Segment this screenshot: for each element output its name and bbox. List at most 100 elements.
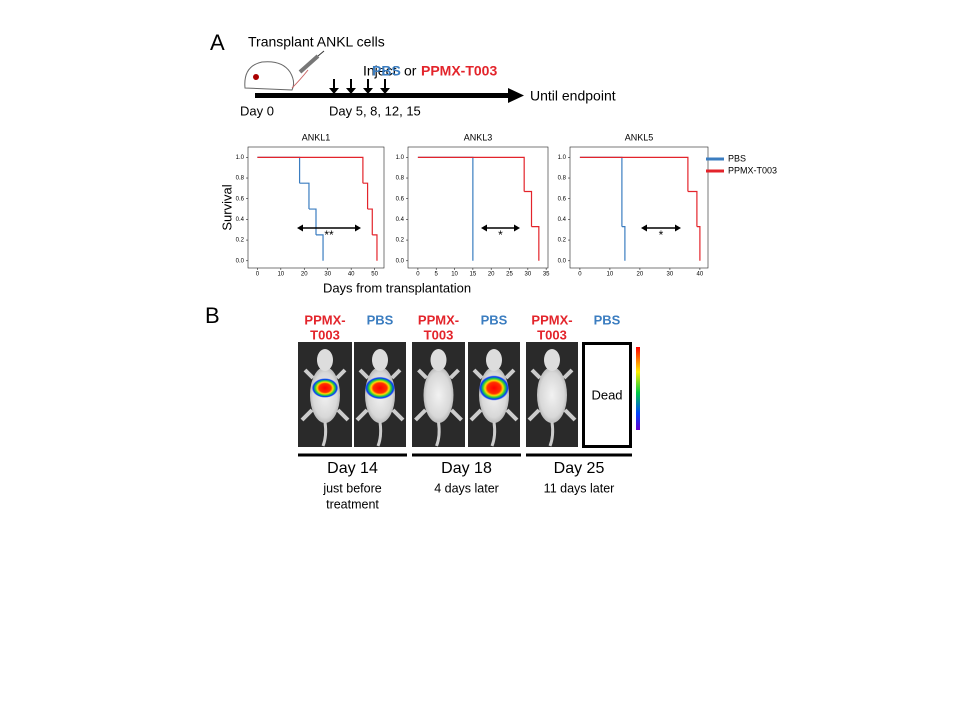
group-label: PPMX-: [531, 312, 572, 327]
y-tick-label: 0.2: [396, 238, 405, 244]
timeline: [255, 79, 524, 103]
survival-step: [308, 208, 317, 235]
bioluminescence: [311, 378, 339, 398]
chart-title: ANKL5: [625, 132, 654, 142]
group-label: PPMX-: [418, 312, 459, 327]
x-tick-label: 40: [348, 272, 355, 278]
group-label: PBS: [367, 312, 394, 327]
survival-step: [687, 190, 698, 227]
x-tick-label: 30: [324, 272, 331, 278]
x-tick-label: 25: [506, 272, 513, 278]
y-axis-label: Survival: [219, 184, 234, 230]
x-tick-label: 0: [416, 272, 420, 278]
group-label: PBS: [594, 312, 621, 327]
mouse-tail: [490, 421, 497, 447]
inject-drug: PPMX-T003: [421, 63, 497, 79]
inject-pbs: PBS: [372, 63, 401, 79]
mouse-legs: [527, 368, 577, 422]
survival-step: [362, 182, 369, 210]
legend-label: PBS: [728, 153, 746, 163]
group-label: PBS: [481, 312, 508, 327]
x-tick-label: 20: [637, 272, 644, 278]
inject-or: or: [404, 63, 417, 79]
y-tick-label: 0.0: [558, 258, 567, 264]
y-tick-label: 0.0: [236, 258, 245, 264]
y-tick-label: 0.2: [558, 238, 567, 244]
x-axis-label: Days from transplantation: [323, 280, 471, 295]
day-caption: just before: [322, 481, 381, 495]
survival-step: [524, 190, 533, 227]
mouse-head: [372, 349, 388, 371]
y-tick-label: 0.6: [236, 196, 245, 202]
days-text: Day 5, 8, 12, 15: [329, 103, 421, 118]
endpoint-text: Until endpoint: [530, 88, 616, 104]
survival-step: [579, 156, 689, 192]
group-label: T003: [537, 327, 567, 342]
survival-step: [621, 226, 626, 261]
mouse-legs: [355, 368, 405, 422]
y-tick-label: 1.0: [396, 155, 405, 161]
day-label: Day 25: [554, 460, 605, 477]
legend-label: PPMX-T003: [728, 165, 777, 175]
survival-step: [299, 182, 310, 210]
significance: *: [659, 228, 664, 242]
y-tick-label: 0.4: [236, 217, 245, 223]
x-tick-label: 20: [488, 272, 495, 278]
x-tick-label: 0: [578, 272, 582, 278]
day-caption: 4 days later: [434, 481, 499, 495]
mouse-legs: [414, 368, 463, 422]
plot-frame: [407, 146, 549, 269]
y-tick-label: 0.8: [396, 176, 405, 182]
x-tick-label: 20: [301, 272, 308, 278]
x-tick-label: 15: [470, 272, 477, 278]
significance: *: [498, 228, 503, 242]
day-label: Day 14: [327, 460, 378, 477]
panel-label: B: [205, 303, 220, 328]
mouse-legs: [300, 368, 350, 422]
group-label: T003: [424, 327, 454, 342]
transplant-text: Transplant ANKL cells: [248, 34, 385, 50]
plot-frame: [569, 146, 709, 269]
chart-title: ANKL1: [302, 132, 331, 142]
x-tick-label: 5: [435, 272, 439, 278]
dead-label: Dead: [591, 387, 622, 402]
mouse-body: [423, 367, 454, 423]
inject-text: Inject: [363, 63, 397, 79]
dead-box: [582, 342, 632, 448]
x-tick-label: 10: [607, 272, 614, 278]
survival-step: [257, 156, 301, 184]
chart-title: ANKL3: [464, 132, 493, 142]
survival-step: [417, 156, 525, 192]
x-tick-label: 50: [371, 272, 378, 278]
x-tick-label: 35: [543, 272, 550, 278]
mouse-head: [486, 349, 502, 371]
day0-text: Day 0: [240, 103, 274, 118]
y-tick-label: 0.6: [558, 196, 567, 202]
y-tick-label: 0.8: [236, 176, 245, 182]
survival-step: [367, 208, 373, 235]
panel-label: A: [210, 30, 225, 55]
y-tick-label: 1.0: [236, 155, 245, 161]
x-tick-label: 10: [277, 272, 284, 278]
y-tick-label: 0.0: [396, 258, 405, 264]
survival-step: [696, 226, 701, 261]
x-tick-label: 10: [451, 272, 458, 278]
x-tick-label: 30: [667, 272, 674, 278]
bioluminescence: [479, 375, 509, 401]
mouse-tail: [435, 421, 441, 447]
mouse-head: [430, 349, 447, 371]
survival-step: [257, 156, 364, 184]
mouse-legs: [469, 368, 519, 422]
mouse-head: [317, 349, 333, 371]
y-tick-label: 0.4: [558, 217, 567, 223]
day-label: Day 18: [441, 460, 492, 477]
y-tick-label: 0.6: [396, 196, 405, 202]
survival-step: [579, 156, 623, 227]
day-caption: treatment: [326, 497, 379, 511]
significance: **: [324, 228, 334, 242]
mouse-icon: [244, 50, 325, 91]
survival-step: [316, 234, 324, 261]
